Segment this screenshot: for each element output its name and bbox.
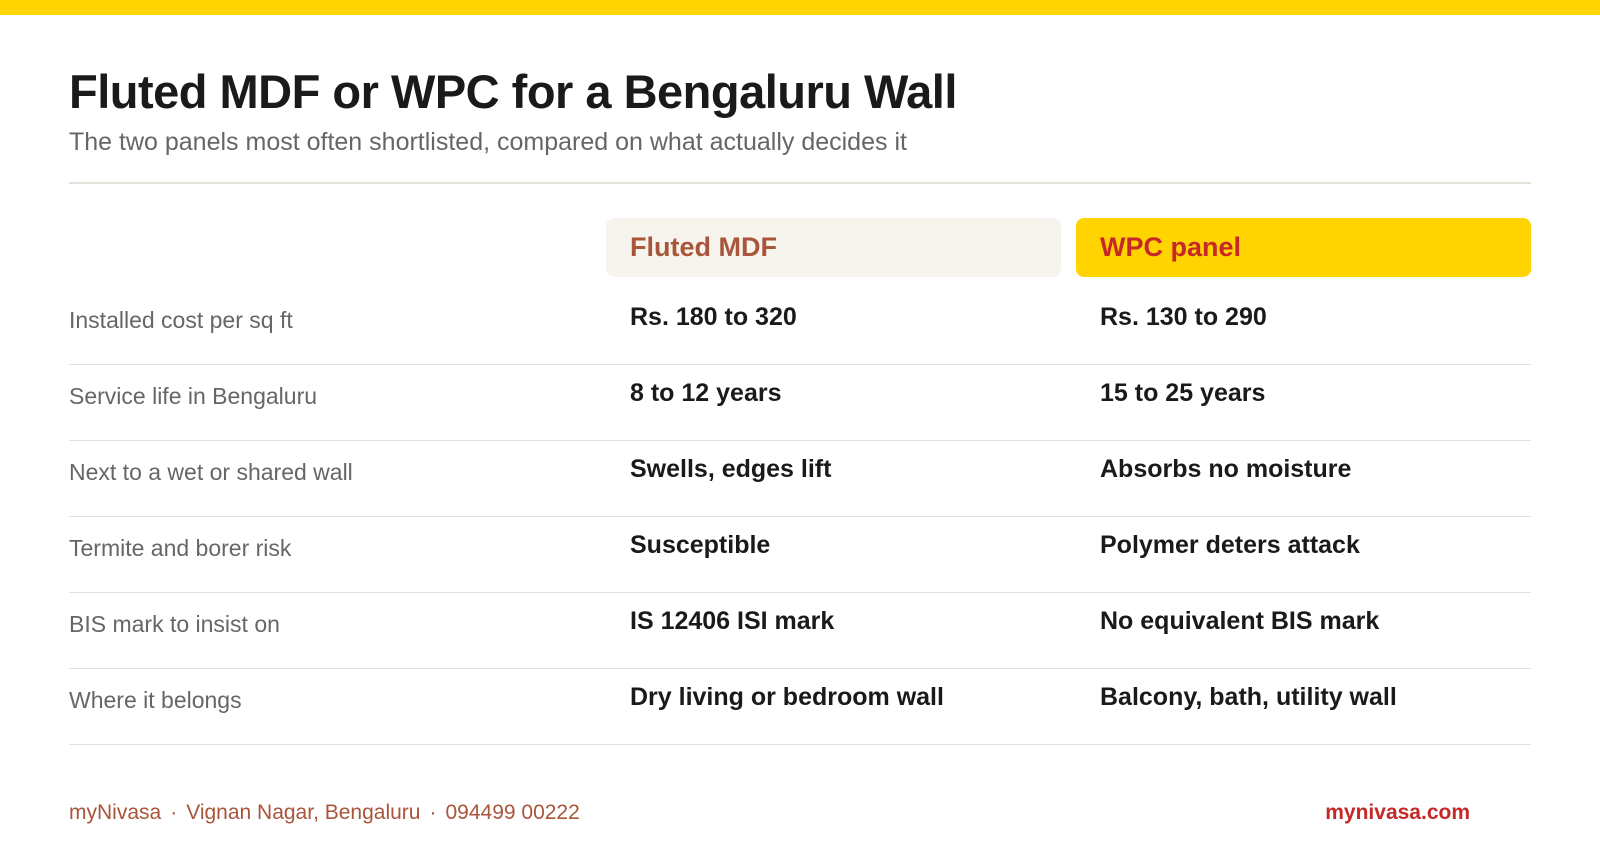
footer-separator: · bbox=[170, 801, 178, 824]
row-label: Termite and borer risk bbox=[69, 535, 292, 561]
comparison-table: Installed cost per sq ft Rs. 180 to 320 … bbox=[69, 289, 1531, 745]
wpc-value: Absorbs no moisture bbox=[1100, 455, 1352, 483]
table-row: Next to a wet or shared wall Swells, edg… bbox=[69, 441, 1531, 517]
mdf-value: Swells, edges lift bbox=[630, 455, 832, 483]
footer-location: Vignan Nagar, Bengaluru bbox=[186, 801, 421, 824]
mdf-value: 8 to 12 years bbox=[630, 379, 782, 407]
row-label: BIS mark to insist on bbox=[69, 611, 280, 637]
row-label: Service life in Bengaluru bbox=[69, 383, 318, 409]
wpc-value: Polymer deters attack bbox=[1100, 531, 1360, 559]
page-title: Fluted MDF or WPC for a Bengaluru Wall bbox=[69, 65, 957, 118]
row-label: Next to a wet or shared wall bbox=[69, 459, 353, 485]
column-header-wpc-panel: WPC panel bbox=[1076, 218, 1531, 277]
mdf-value: Rs. 180 to 320 bbox=[630, 303, 797, 331]
table-row: Installed cost per sq ft Rs. 180 to 320 … bbox=[69, 289, 1531, 365]
wpc-value: 15 to 25 years bbox=[1100, 379, 1266, 407]
wpc-value: Balcony, bath, utility wall bbox=[1100, 683, 1397, 711]
title-divider bbox=[69, 182, 1531, 184]
mdf-value: IS 12406 ISI mark bbox=[630, 607, 835, 635]
top-accent-bar bbox=[0, 0, 1600, 15]
footer-contact: myNivasa · Vignan Nagar, Bengaluru · 094499 … bbox=[69, 801, 580, 825]
row-label: Where it belongs bbox=[69, 687, 242, 713]
table-row: Service life in Bengaluru 8 to 12 years … bbox=[69, 365, 1531, 441]
table-row: Termite and borer risk Susceptible Polym… bbox=[69, 517, 1531, 593]
row-label: Installed cost per sq ft bbox=[69, 307, 293, 333]
footer-separator: · bbox=[429, 801, 437, 824]
wpc-value: Rs. 130 to 290 bbox=[1100, 303, 1267, 331]
wpc-value: No equivalent BIS mark bbox=[1100, 607, 1380, 635]
website-link[interactable]: mynivasa.com bbox=[1325, 801, 1470, 824]
footer-brand: myNivasa bbox=[69, 801, 162, 824]
mdf-value: Susceptible bbox=[630, 531, 771, 559]
mdf-value: Dry living or bedroom wall bbox=[630, 683, 944, 711]
table-row: Where it belongs Dry living or bedroom w… bbox=[69, 669, 1531, 745]
footer-phone[interactable]: 094499 00222 bbox=[445, 801, 580, 824]
column-header-fluted-mdf: Fluted MDF bbox=[606, 218, 1061, 277]
page-subtitle: The two panels most often shortlisted, c… bbox=[69, 128, 907, 156]
table-row: BIS mark to insist on IS 12406 ISI mark … bbox=[69, 593, 1531, 669]
